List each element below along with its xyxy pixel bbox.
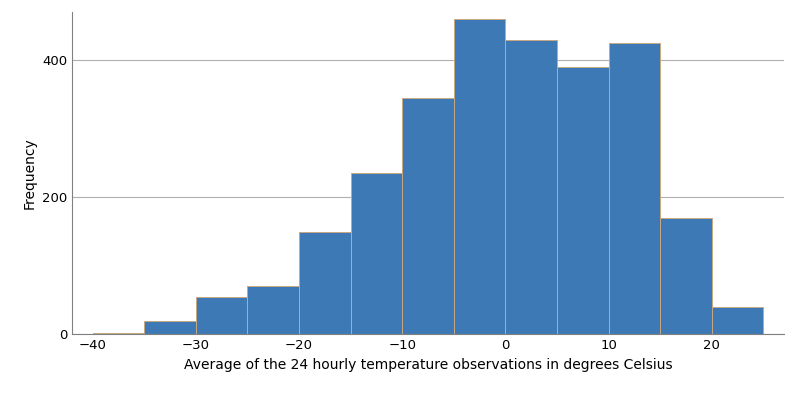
Bar — [247, 287, 299, 334]
Bar — [402, 98, 454, 334]
Y-axis label: Frequency: Frequency — [22, 137, 36, 209]
Bar — [196, 297, 247, 334]
Bar — [350, 173, 402, 334]
X-axis label: Average of the 24 hourly temperature observations in degrees Celsius: Average of the 24 hourly temperature obs… — [184, 358, 672, 372]
Bar — [299, 232, 350, 334]
Bar — [712, 307, 763, 334]
Bar — [144, 321, 196, 334]
Bar — [660, 218, 712, 334]
Bar — [609, 43, 660, 334]
Bar — [506, 39, 557, 334]
Bar — [454, 19, 506, 334]
Bar — [93, 333, 144, 334]
Bar — [557, 67, 609, 334]
